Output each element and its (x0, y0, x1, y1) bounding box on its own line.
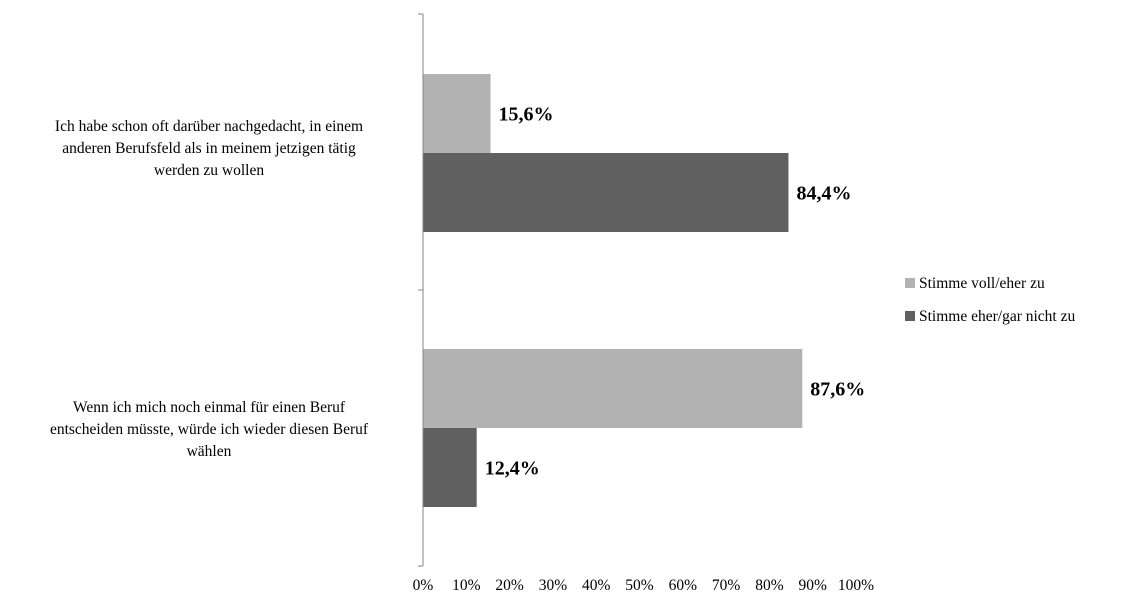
bar-agree-cat2 (423, 349, 803, 428)
x-tick-label: 0% (413, 577, 434, 594)
legend: Stimme voll/eher zu Stimme eher/gar nicht… (905, 275, 1075, 325)
data-label: 84,4% (796, 183, 851, 205)
x-tick-label: 90% (798, 577, 827, 594)
data-label: 12,4% (485, 458, 540, 480)
legend-swatch (905, 278, 915, 288)
x-tick-label: 30% (539, 577, 568, 594)
x-tick-label: 10% (452, 577, 481, 594)
x-tick-label: 40% (582, 577, 611, 594)
axis-layer: 0% 10% 20% 30% 40% 50% 60% 70% 80% 90% 100% (413, 13, 874, 594)
category-label-line: werden zu wollen (154, 162, 264, 179)
x-tick-label: 70% (712, 577, 741, 594)
legend-label: Stimme voll/eher zu (919, 275, 1045, 292)
data-label: 87,6% (810, 379, 865, 401)
labels-layer: 15,6% 84,4% 87,6% 12,4% Ich habe schon oft d… (50, 104, 865, 480)
category-label-line: entscheiden müsste, würde ich wieder die… (50, 421, 369, 438)
legend-swatch (905, 311, 915, 321)
x-tick-label: 80% (755, 577, 784, 594)
legend-label: Stimme eher/gar nicht zu (919, 308, 1075, 325)
x-tick-label: 20% (495, 577, 524, 594)
data-label: 15,6% (499, 104, 554, 126)
category-label-line: Wenn ich mich noch einmal für einen Beru… (73, 399, 346, 416)
bar-disagree-cat2 (423, 428, 477, 507)
bar-agree-cat1 (423, 74, 491, 153)
category-label-line: anderen Berufsfeld als in meinem jetzige… (62, 140, 356, 157)
bar-disagree-cat1 (423, 153, 789, 232)
x-tick-label: 100% (838, 577, 874, 594)
x-tick-label: 60% (669, 577, 698, 594)
category-label-line: wählen (187, 443, 232, 460)
bars-layer (423, 74, 803, 507)
x-tick-label: 50% (625, 577, 654, 594)
category-label-line: Ich habe schon oft darüber nachgedacht, … (55, 118, 363, 135)
